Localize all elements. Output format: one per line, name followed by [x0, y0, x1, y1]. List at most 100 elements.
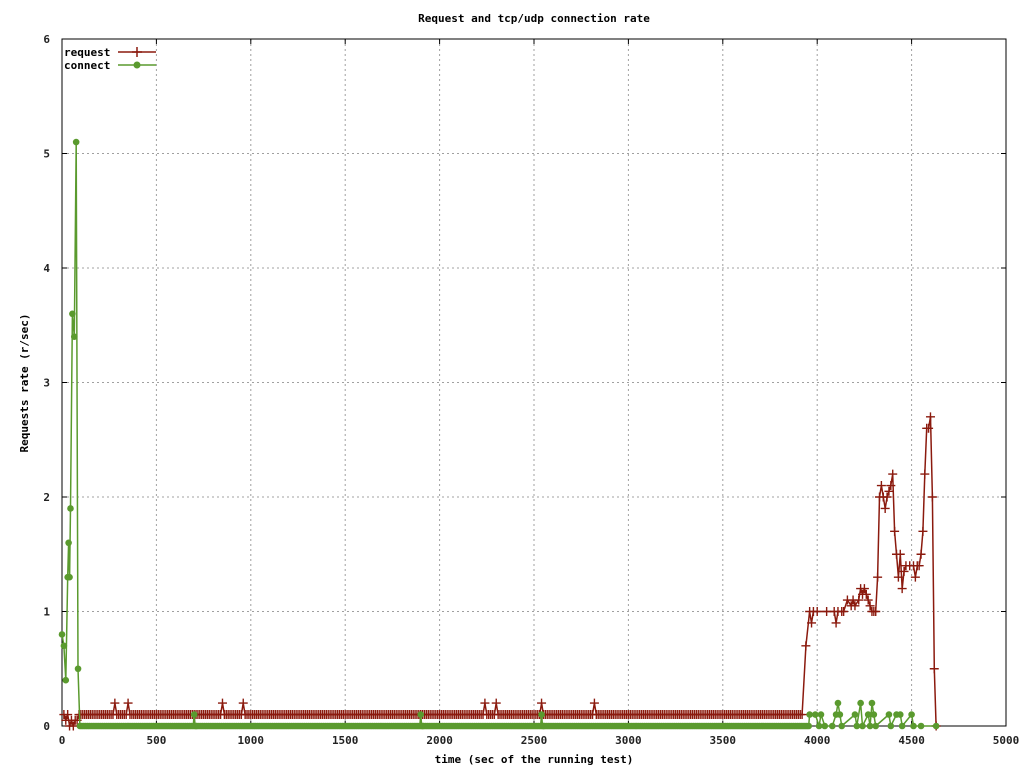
data-point-connect	[851, 711, 859, 718]
data-point-request	[859, 584, 869, 594]
data-point-connect	[898, 722, 906, 730]
legend: request connect	[64, 46, 156, 72]
data-point-connect	[417, 711, 425, 718]
tick-labels: 0 500 1000 1500 2000 2500 3000 3500 4000 4500 5000…	[43, 33, 1019, 747]
x-tick-label: 2000	[426, 734, 453, 747]
data-point-connect	[838, 722, 846, 730]
data-point-request	[865, 601, 875, 611]
data-point-request	[897, 584, 907, 594]
x-tick-label: 4000	[804, 734, 831, 747]
data-point-connect	[74, 665, 82, 673]
data-point-request	[801, 641, 811, 651]
data-point-connect	[829, 722, 836, 730]
data-point-request	[217, 698, 227, 708]
data-point-connect	[58, 631, 66, 638]
data-point-request	[876, 481, 886, 491]
data-point-connect	[72, 138, 80, 146]
x-tick-label: 2500	[521, 734, 548, 747]
data-point-connect	[864, 711, 872, 718]
data-point-request	[888, 469, 898, 479]
data-point-request	[238, 698, 248, 708]
data-point-request	[110, 698, 120, 708]
chart-title: Request and tcp/udp connection rate	[418, 12, 650, 25]
data-point-connect	[67, 505, 74, 512]
data-point-request	[890, 526, 900, 536]
data-point-connect	[806, 711, 813, 718]
legend-label-request: request	[64, 46, 110, 59]
data-point-request	[918, 526, 928, 536]
data-point-request	[920, 469, 930, 479]
y-tick-label: 0	[43, 720, 50, 733]
data-point-connect	[859, 722, 866, 730]
x-tick-label: 0	[59, 734, 66, 747]
data-point-request	[893, 572, 903, 582]
data-point-connect	[817, 711, 825, 718]
x-tick-label: 1500	[332, 734, 359, 747]
data-point-connect	[885, 711, 893, 718]
data-point-request	[861, 589, 871, 599]
data-point-request	[899, 566, 909, 576]
series-request	[59, 412, 941, 731]
data-point-connect	[70, 333, 78, 341]
data-point-request	[914, 561, 924, 571]
data-point-request	[831, 618, 841, 628]
data-point-request	[123, 698, 133, 708]
data-point-request	[797, 710, 807, 720]
data-point-connect	[836, 711, 844, 718]
data-point-connect	[65, 539, 72, 547]
data-point-request	[910, 572, 920, 582]
data-point-request	[537, 698, 547, 708]
data-point-request	[491, 698, 501, 708]
data-point-connect	[812, 711, 819, 718]
data-point-request	[63, 710, 73, 720]
data-point-request	[925, 412, 935, 422]
data-point-connect	[908, 711, 915, 718]
data-point-connect	[805, 722, 813, 730]
data-point-request	[880, 503, 890, 513]
legend-marker-connect	[133, 61, 141, 69]
data-point-request	[929, 664, 939, 674]
y-tick-label: 2	[43, 491, 50, 504]
data-point-connect	[866, 722, 874, 730]
legend-label-connect: connect	[64, 59, 110, 72]
data-point-connect	[62, 676, 70, 684]
data-point-request	[924, 423, 934, 433]
y-tick-label: 1	[43, 606, 50, 619]
data-point-connect	[872, 722, 880, 730]
data-point-connect	[69, 310, 76, 318]
data-point-connect	[857, 699, 864, 707]
y-tick-label: 6	[43, 33, 50, 46]
data-point-connect	[910, 722, 917, 730]
data-point-connect	[190, 711, 198, 718]
data-point-request	[589, 698, 599, 708]
data-point-connect	[66, 573, 73, 581]
data-point-connect	[538, 711, 545, 718]
data-point-request	[807, 618, 817, 628]
data-point-request	[882, 492, 892, 502]
y-axis-label: Requests rate (r/sec)	[18, 313, 31, 452]
data-point-request	[822, 607, 832, 616]
data-point-request	[850, 601, 860, 611]
data-point-request	[916, 549, 926, 559]
data-point-connect	[853, 722, 861, 730]
legend-marker-request	[132, 47, 142, 57]
x-tick-label: 500	[146, 734, 166, 747]
series-layer	[58, 138, 941, 731]
data-point-connect	[932, 722, 940, 730]
data-point-connect	[815, 722, 823, 730]
y-tick-label: 4	[43, 262, 50, 275]
data-point-connect	[834, 699, 842, 707]
data-point-connect	[917, 722, 925, 730]
data-point-request	[839, 607, 849, 616]
data-point-request	[854, 595, 864, 605]
grid	[62, 39, 1006, 726]
data-point-connect	[870, 711, 878, 718]
x-tick-label: 3500	[710, 734, 737, 747]
data-point-connect	[868, 699, 876, 707]
data-point-connect	[896, 711, 904, 718]
data-point-request	[886, 481, 896, 491]
data-point-request	[884, 486, 894, 496]
data-point-connect	[821, 722, 829, 730]
